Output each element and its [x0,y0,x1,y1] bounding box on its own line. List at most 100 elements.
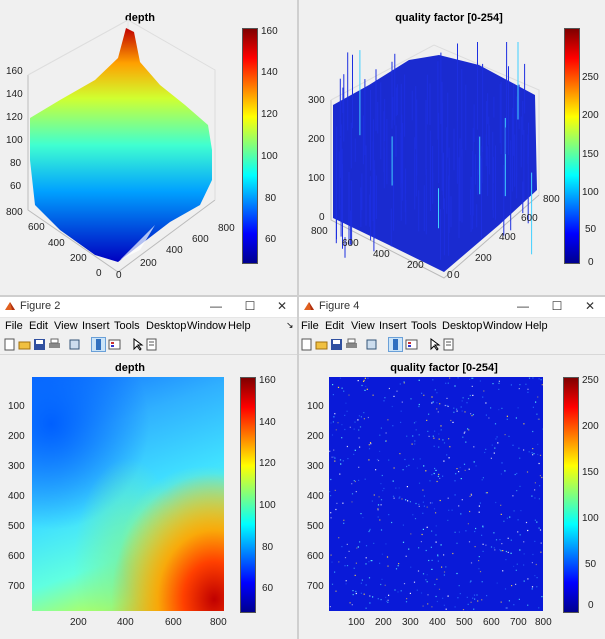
z-tick: 300 [308,95,325,106]
new-figure-icon[interactable] [3,338,16,351]
y-tick: 300 [8,461,25,472]
maximize-button[interactable]: ☐ [551,299,563,313]
z-tick: 60 [10,181,22,192]
close-button[interactable]: ✕ [584,299,596,313]
colorbar-tick: 50 [585,559,597,570]
new-figure-icon[interactable] [300,338,313,351]
y-tick: 400 [373,249,390,260]
dock-arrow-icon[interactable]: ↘ [286,320,294,330]
print-icon[interactable] [345,338,358,351]
legend-icon[interactable] [108,338,121,351]
y-tick: 600 [28,222,45,233]
colorbar[interactable] [240,377,256,613]
x-tick: 400 [117,617,134,628]
minimize-button[interactable]: — [517,299,529,313]
window-title: Figure 2 [20,300,61,312]
colorbar-tick: 100 [259,500,276,511]
menu-file[interactable]: File [5,320,23,332]
y-tick: 600 [8,551,25,562]
title-bar[interactable]: Figure 4 — ☐ ✕ [299,297,605,318]
colorbar[interactable] [564,28,580,264]
maximize-button[interactable]: ☐ [244,299,256,313]
menu-view[interactable]: View [54,320,78,332]
menu-help[interactable]: Help [525,320,548,332]
colorbar-tick: 160 [259,375,276,386]
figure-2-window: Figure 2 — ☐ ✕ File Edit View Insert Too… [0,297,297,639]
x-tick: 400 [166,245,183,256]
print-icon[interactable] [48,338,61,351]
link-icon[interactable] [365,338,378,351]
colorbar-tick: 60 [262,583,274,594]
menu-window[interactable]: Window [483,320,523,332]
colorbar-tick: 50 [585,224,597,235]
colorbar-tick: 200 [582,110,599,121]
colorbar-tick: 0 [588,257,594,268]
y-tick: 500 [8,521,25,532]
menu-view[interactable]: View [351,320,375,332]
z-tick: 0 [319,212,325,223]
colorbar-tick: 140 [259,417,276,428]
bar-spikes [335,42,533,260]
x-tick: 0 [116,270,122,281]
dock-icon[interactable] [91,337,106,352]
colorbar-tick: 100 [261,151,278,162]
menu-edit[interactable]: Edit [29,320,48,332]
property-editor-icon[interactable] [145,338,158,351]
x-tick: 600 [483,617,500,628]
pointer-icon[interactable] [131,338,144,351]
bar3-plot[interactable] [299,0,605,295]
property-editor-icon[interactable] [442,338,455,351]
depth-image[interactable] [32,377,224,611]
figure-3-pane: quality factor [0-254] 300 200 100 0 800… [299,0,605,295]
y-tick: 0 [447,270,453,281]
x-tick: 800 [210,617,227,628]
z-tick: 200 [308,134,325,145]
menu-file[interactable]: File [301,320,319,332]
minimize-button[interactable]: — [210,299,222,313]
open-file-icon[interactable] [18,338,31,351]
colorbar[interactable] [563,377,579,613]
menu-help[interactable]: Help [228,320,251,332]
y-tick: 600 [307,551,324,562]
title-bar[interactable]: Figure 2 — ☐ ✕ [0,297,297,318]
colorbar-tick: 100 [582,187,599,198]
menu-window[interactable]: Window [187,320,227,332]
link-icon[interactable] [68,338,81,351]
colorbar-tick: 150 [582,467,599,478]
plot-title: depth [125,12,155,24]
close-button[interactable]: ✕ [276,299,288,313]
x-tick: 400 [499,232,516,243]
z-tick: 140 [6,89,23,100]
y-tick: 100 [8,401,25,412]
x-tick: 600 [521,213,538,224]
x-tick: 800 [218,223,235,234]
colorbar-tick: 140 [261,67,278,78]
colorbar-tick: 160 [261,26,278,37]
y-tick: 500 [307,521,324,532]
colorbar-tick: 150 [582,149,599,160]
colorbar-tick: 120 [261,109,278,120]
menu-insert[interactable]: Insert [82,320,110,332]
legend-icon[interactable] [405,338,418,351]
menu-tools[interactable]: Tools [411,320,437,332]
x-tick: 0 [454,270,460,281]
pointer-icon[interactable] [428,338,441,351]
z-tick: 100 [308,173,325,184]
z-tick: 120 [6,112,23,123]
colorbar[interactable] [242,28,258,264]
save-icon[interactable] [330,338,343,351]
z-tick: 160 [6,66,23,77]
menu-desktop[interactable]: Desktop [442,320,483,332]
menu-edit[interactable]: Edit [325,320,344,332]
quality-image[interactable] [329,377,543,611]
menu-desktop[interactable]: Desktop [146,320,187,332]
surface-plot-3d[interactable] [0,0,298,296]
menu-insert[interactable]: Insert [379,320,407,332]
menu-tools[interactable]: Tools [114,320,140,332]
dock-icon[interactable] [388,337,403,352]
save-icon[interactable] [33,338,46,351]
colorbar-tick: 0 [588,600,594,611]
colorbar-tick: 250 [582,72,599,83]
open-file-icon[interactable] [315,338,328,351]
colorbar-tick: 80 [262,542,274,553]
